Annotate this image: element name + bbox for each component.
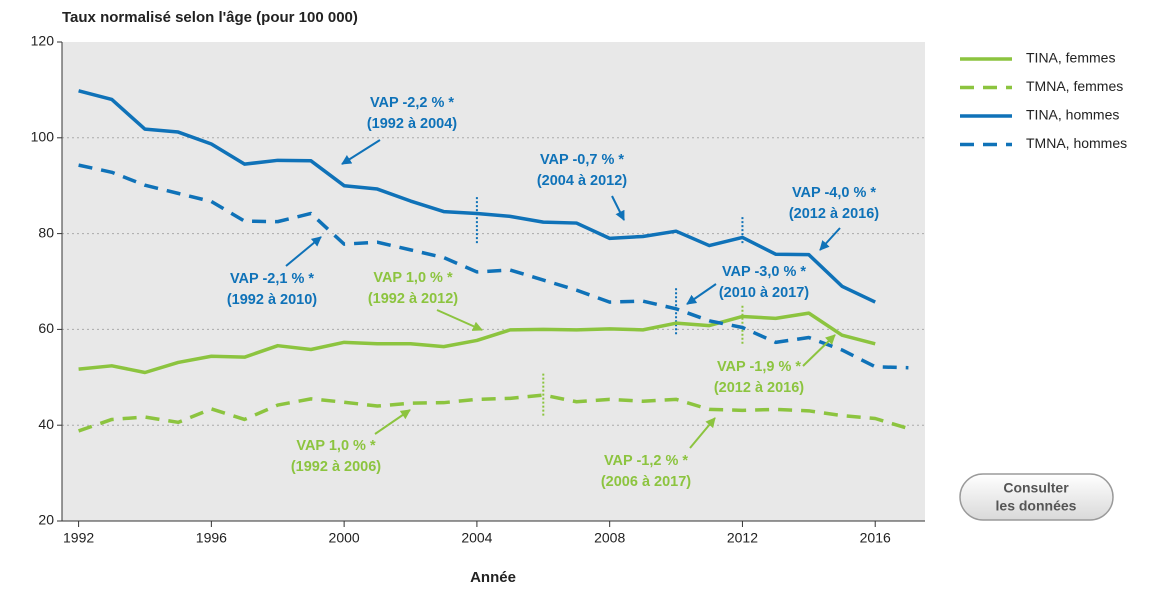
annotation-arrow	[611, 195, 625, 221]
button-label: Consulter	[1003, 480, 1069, 496]
data-button[interactable]: Consulter les données	[959, 473, 1114, 521]
legend-label: TMNA, hommes	[1026, 135, 1127, 151]
annotation-arrow	[374, 409, 411, 435]
annotation: (1992 à 2012)	[368, 291, 458, 307]
y-tick-label: 120	[31, 33, 55, 49]
annotation: (2010 à 2017)	[719, 285, 809, 301]
series-line	[78, 393, 909, 433]
x-tick-label: 2012	[727, 530, 758, 546]
annotation: VAP -2,1 % *	[230, 271, 314, 287]
x-axis-title: Année	[470, 569, 516, 586]
annotation-arrow	[341, 139, 381, 165]
button-bg	[959, 473, 1114, 521]
x-tick-label: 2000	[329, 530, 360, 546]
x-tick-label: 1996	[196, 530, 227, 546]
annotation: (2004 à 2012)	[537, 173, 627, 189]
annotation: (2012 à 2016)	[789, 206, 879, 222]
x-tick-label: 2004	[461, 530, 492, 546]
y-tick-label: 100	[31, 129, 55, 145]
annotation-arrow	[285, 236, 322, 267]
annotation: (1992 à 2006)	[291, 459, 381, 475]
plot-area	[62, 42, 925, 521]
annotation-arrow	[819, 227, 841, 251]
annotation: (2012 à 2016)	[714, 380, 804, 396]
y-tick-label: 20	[38, 512, 54, 528]
annotation: VAP -1,2 % *	[604, 453, 688, 469]
x-tick-label: 2008	[594, 530, 625, 546]
y-tick-label: 80	[38, 224, 54, 240]
series-line	[78, 163, 909, 370]
annotation: VAP -1,9 % *	[717, 359, 801, 375]
legend-label: TMNA, femmes	[1026, 78, 1123, 94]
y-tick-label: 40	[38, 416, 54, 432]
annotation-arrow	[689, 417, 716, 449]
legend-label: TINA, femmes	[1026, 50, 1115, 66]
annotation: (1992 à 2010)	[227, 292, 317, 308]
annotation: VAP 1,0 % *	[296, 438, 376, 454]
button-label: les données	[996, 498, 1077, 514]
y-axis-title: Taux normalisé selon l'âge (pour 100 000…	[62, 9, 358, 26]
annotation: VAP -2,2 % *	[370, 95, 454, 111]
annotation: VAP -4,0 % *	[792, 185, 876, 201]
annotation-arrow	[802, 334, 836, 367]
annotation: VAP -0,7 % *	[540, 152, 624, 168]
x-tick-label: 1992	[63, 530, 94, 546]
annotation: VAP 1,0 % *	[373, 270, 453, 286]
annotation: (1992 à 2004)	[367, 116, 457, 132]
y-tick-label: 60	[38, 320, 54, 336]
annotation-arrow	[686, 283, 717, 305]
legend-label: TINA, hommes	[1026, 107, 1119, 123]
annotation-arrow	[436, 309, 483, 331]
annotation: (2006 à 2017)	[601, 474, 691, 490]
x-tick-label: 2016	[860, 530, 891, 546]
series-line	[78, 89, 876, 304]
annotation: VAP -3,0 % *	[722, 264, 806, 280]
series-line	[78, 311, 876, 375]
